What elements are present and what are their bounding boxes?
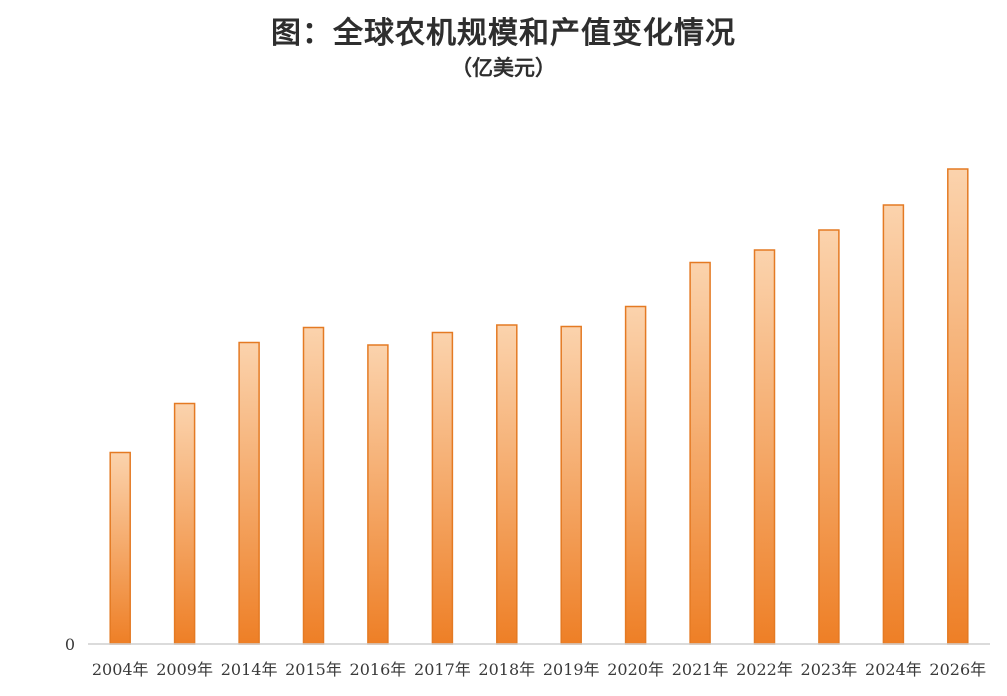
x-tick-label: 2022年 (736, 660, 793, 679)
bar-2018年 (496, 324, 518, 645)
y-tick-label: 0 (65, 635, 75, 654)
bar-2014年 (238, 341, 260, 645)
x-tick-label: 2020年 (607, 660, 664, 679)
x-tick-label: 2017年 (414, 660, 471, 679)
bar-2009年 (173, 402, 196, 645)
y-tick-labels: 0 (65, 635, 75, 654)
x-tick-label: 2009年 (156, 660, 213, 679)
x-tick-label: 2019年 (543, 660, 600, 679)
bar-2004年 (109, 451, 131, 645)
x-tick-label: 2016年 (350, 660, 407, 679)
x-tick-label: 2024年 (865, 660, 922, 679)
bar-2017年 (431, 331, 454, 645)
x-tick-label: 2018年 (478, 660, 535, 679)
bar-2021年 (689, 261, 711, 645)
x-tick-label: 2014年 (221, 660, 278, 679)
x-tick-label: 2021年 (672, 660, 729, 679)
bar-2024年 (882, 204, 905, 645)
bar-2019年 (560, 325, 582, 645)
bar-2026年 (947, 168, 969, 645)
bars-layer (109, 168, 969, 645)
bar-2023年 (818, 229, 840, 645)
bar-2016年 (367, 344, 389, 645)
bar-2015年 (302, 326, 325, 645)
x-tick-label: 2015年 (285, 660, 342, 679)
x-tick-labels: 2004年 2009年 2014年 2015年 2016年 2017年 2018年 2019年… (92, 660, 986, 679)
x-tick-label: 2023年 (801, 660, 858, 679)
chart-title: 图：全球农机规模和产值变化情况 (271, 16, 736, 51)
chart-subtitle: （亿美元） (451, 55, 556, 80)
bar-2022年 (753, 249, 776, 645)
x-tick-label: 2004年 (92, 660, 149, 679)
x-tick-label: 2026年 (929, 660, 986, 679)
bar-2020年 (624, 305, 647, 645)
